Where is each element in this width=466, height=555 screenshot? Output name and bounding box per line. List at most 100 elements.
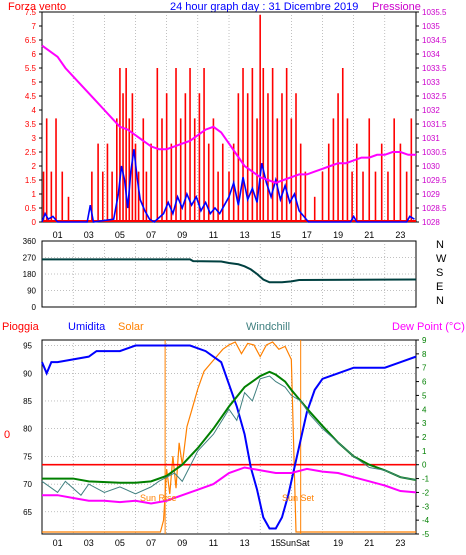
wind-x-tick-label: 21 [364,230,374,240]
climate-x-tick-label: 03 [84,538,94,548]
wind-x-axis: 01 03 05 07 09 11 13 15 17 19 21 23 [53,230,406,240]
solar-line [42,341,416,533]
wind-x-tick-label: 01 [53,230,63,240]
wind-tick-label: 1 [32,190,37,199]
wind-tick-label: 6 [32,50,37,59]
direction-left-axis: 0 90 180 270 360 [23,237,37,312]
humidity-series [41,344,417,530]
humidity-line [41,344,417,530]
humidity-tick-label: 65 [23,508,32,517]
temperature-tick-label: -5 [422,530,430,539]
solar-label: Solar [118,321,144,333]
temperature-tick-label: -1 [422,475,430,484]
wind-tick-label: 0.5 [25,204,37,213]
pressure-tick-label: 1033 [422,78,440,87]
wind-tick-label: 6.5 [25,36,37,45]
climate-x-tick-label: 19 [333,538,343,548]
dew-point-label: Dew Point (°C) [392,321,465,333]
wind-x-tick-label: 05 [115,230,125,240]
climate-x-tick-label: 23 [395,538,405,548]
humidity-left-axis: 65 70 75 80 85 90 95 [23,342,32,517]
pressure-tick-label: 1029 [422,190,440,199]
wind-tick-label: 3 [32,134,37,143]
humidity-tick-label: 70 [23,480,32,489]
wind-tick-label: 4 [32,106,37,115]
pressure-tick-label: 1033.5 [422,64,447,73]
windchill-series [41,375,417,496]
climate-x-tick-label: 15 [271,538,281,548]
pressure-tick-label: 1034 [422,50,440,59]
direction-tick-label: 180 [23,270,37,279]
temperature-tick-label: 5 [422,391,427,400]
sun-tick-label: Sun [280,538,296,548]
humidity-tick-label: 75 [23,452,32,461]
pressure-series [41,44,416,184]
wind-x-tick-label: 13 [240,230,250,240]
wind-tick-label: 7 [32,22,37,31]
pressure-tick-label: 1032.5 [422,92,447,101]
climate-x-tick-label: 11 [209,538,218,548]
temperature-tick-label: -2 [422,488,430,497]
humidity-tick-label: 95 [23,342,32,351]
wind-average-series [41,149,415,223]
climate-x-tick-label: 09 [177,538,187,548]
humidity-tick-label: 85 [23,397,32,406]
wind-left-axis: 0 0.5 1 1.5 2 2.5 3 3.5 4 4.5 5 5.5 6 6.5 7 7.5 [25,8,42,227]
wind-strength-label: Forza vento [8,1,66,13]
climate-x-tick-label: 07 [146,538,156,548]
direction-grid [42,241,416,307]
humidity-tick-label: 90 [23,369,32,378]
dew-point-series [42,466,417,505]
pressure-tick-label: 1029.5 [422,176,447,185]
climate-x-tick-label: 01 [53,538,63,548]
wind-tick-label: 7.5 [25,8,37,17]
pressure-tick-label: 1035 [422,22,440,31]
compass-label: W [436,253,447,265]
temperature-tick-label: 4 [422,405,427,414]
temperature-tick-label: 3 [422,419,427,428]
temperature-tick-label: -3 [422,502,430,511]
sun-rise-label: Sun Rise [140,493,177,503]
wind-x-tick-label: 09 [177,230,187,240]
temperature-tick-label: 9 [422,336,427,345]
temperature-tick-label: 6 [422,378,427,387]
pressure-tick-label: 1032 [422,106,440,115]
direction-tick-label: 90 [27,287,36,296]
temperature-tick-label: 1 [422,447,427,456]
humidity-label: Umidita [68,321,106,333]
chart-title: 24 hour graph day : 31 Dicembre 2019 [170,1,358,13]
pressure-line [41,44,416,184]
wind-tick-label: 5.5 [25,64,37,73]
direction-tick-label: 0 [32,303,37,312]
compass-label: S [436,267,443,279]
temperature-tick-label: 8 [422,350,427,359]
temperature-tick-label: 0 [422,461,427,470]
pressure-tick-label: 1031.5 [422,120,447,129]
wind-average-line [41,149,415,223]
wind-x-tick-label: 17 [302,230,312,240]
wind-tick-label: 0 [32,218,37,227]
sat-tick-label: Sat [296,538,310,548]
climate-x-tick-label: 05 [115,538,125,548]
wind-tick-label: 2.5 [25,148,37,157]
wind-tick-label: 3.5 [25,120,37,129]
windchill-label: Windchill [246,321,290,333]
pressure-right-axis: 1028 1028.5 1029 1029.5 1030 1030.5 1031 1031.5… [416,8,447,227]
compass-label: E [436,281,443,293]
rain-label: Pioggia [2,321,40,333]
pressure-tick-label: 1030.5 [422,148,447,157]
wind-x-tick-label: 03 [84,230,94,240]
temperature-tick-label: -4 [422,516,430,525]
climate-x-axis: 01 03 05 07 09 11 13 15 19 21 23 [53,538,406,548]
pressure-tick-label: 1030 [422,162,440,171]
direction-line [42,258,417,284]
pressure-tick-label: 1028.5 [422,204,447,213]
pressure-tick-label: 1035.5 [422,8,447,17]
temperature-tick-label: 7 [422,364,427,373]
temperature-right-axis: -5 -4 -3 -2 -1 0 1 2 3 4 5 6 7 8 9 [416,336,430,539]
wind-x-tick-label: 11 [209,230,218,240]
pressure-tick-label: 1034.5 [422,36,447,45]
temperature-tick-label: 2 [422,433,427,442]
